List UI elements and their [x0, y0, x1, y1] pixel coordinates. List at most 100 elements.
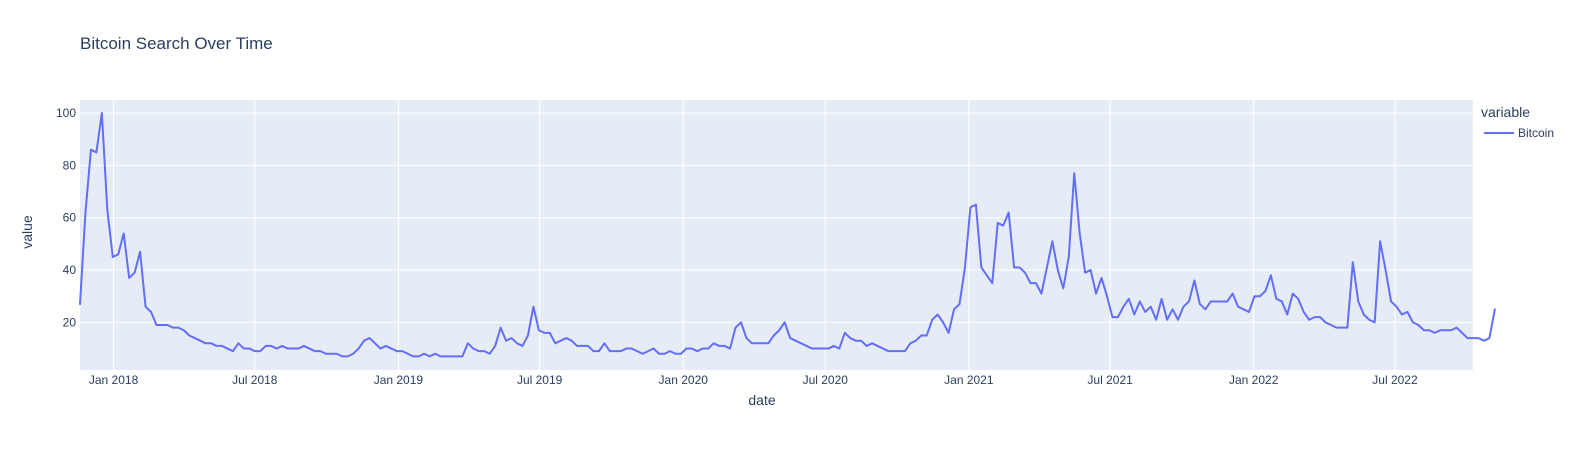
data-point[interactable] — [497, 324, 505, 332]
x-axis-title: date — [748, 392, 775, 408]
data-point[interactable] — [961, 263, 969, 271]
data-point[interactable] — [1349, 258, 1357, 266]
data-point[interactable] — [1354, 297, 1362, 305]
data-point[interactable] — [1021, 269, 1029, 277]
data-point[interactable] — [1158, 295, 1166, 303]
data-point[interactable] — [1098, 274, 1106, 282]
data-point[interactable] — [1485, 334, 1493, 342]
data-point[interactable] — [491, 342, 499, 350]
data-point[interactable] — [764, 339, 772, 347]
data-point[interactable] — [781, 318, 789, 326]
data-point[interactable] — [1125, 295, 1133, 303]
data-point[interactable] — [1300, 308, 1308, 316]
data-point[interactable] — [1005, 209, 1013, 217]
data-point[interactable] — [956, 300, 964, 308]
data-point[interactable] — [1371, 318, 1379, 326]
data-point[interactable] — [98, 109, 106, 117]
data-point[interactable] — [1043, 263, 1051, 271]
data-point[interactable] — [1114, 313, 1122, 321]
data-point[interactable] — [1343, 324, 1351, 332]
data-point[interactable] — [1376, 237, 1384, 245]
data-point[interactable] — [934, 311, 942, 319]
y-tick-label: 100 — [56, 106, 76, 120]
data-point[interactable] — [1130, 311, 1138, 319]
x-tick-label: Jul 2019 — [517, 373, 563, 387]
data-point[interactable] — [1223, 297, 1231, 305]
data-point[interactable] — [1119, 303, 1127, 311]
x-tick-label: Jan 2018 — [89, 373, 139, 387]
data-point[interactable] — [1087, 266, 1095, 274]
data-point[interactable] — [1190, 277, 1198, 285]
data-point[interactable] — [131, 269, 139, 277]
data-point[interactable] — [120, 229, 128, 237]
data-point[interactable] — [1152, 316, 1160, 324]
data-point[interactable] — [595, 347, 603, 355]
data-point[interactable] — [945, 329, 953, 337]
data-point[interactable] — [92, 148, 100, 156]
data-point[interactable] — [1245, 308, 1253, 316]
data-point[interactable] — [1054, 266, 1062, 274]
data-point[interactable] — [1163, 316, 1171, 324]
data-point[interactable] — [988, 279, 996, 287]
data-point[interactable] — [1169, 305, 1177, 313]
data-point[interactable] — [1267, 271, 1275, 279]
data-point[interactable] — [835, 345, 843, 353]
data-point[interactable] — [103, 206, 111, 214]
y-axis-title: value — [19, 215, 35, 249]
y-tick-labels: 20 40 60 80 100 — [56, 106, 76, 329]
data-point[interactable] — [1059, 284, 1067, 292]
data-point[interactable] — [486, 350, 494, 358]
data-point[interactable] — [1092, 290, 1100, 298]
series-line-bitcoin[interactable] — [79, 112, 1496, 358]
data-point[interactable] — [1065, 253, 1073, 261]
data-point[interactable] — [524, 331, 532, 339]
legend-item-bitcoin[interactable]: Bitcoin — [1484, 126, 1554, 140]
data-point[interactable] — [1147, 303, 1155, 311]
data-point[interactable] — [1283, 311, 1291, 319]
data-point[interactable] — [76, 300, 84, 308]
data-point[interactable] — [1032, 279, 1040, 287]
data-point[interactable] — [1174, 316, 1182, 324]
x-tick-label: Jul 2022 — [1372, 373, 1418, 387]
data-point[interactable] — [1229, 290, 1237, 298]
data-point[interactable] — [972, 201, 980, 209]
data-point[interactable] — [1076, 229, 1084, 237]
data-point[interactable] — [1278, 297, 1286, 305]
data-point[interactable] — [529, 303, 537, 311]
data-point[interactable] — [81, 209, 89, 217]
data-point[interactable] — [1403, 308, 1411, 316]
data-point[interactable] — [775, 326, 783, 334]
data-point[interactable] — [1136, 297, 1144, 305]
data-point[interactable] — [737, 318, 745, 326]
data-point[interactable] — [1048, 237, 1056, 245]
legend: variable Bitcoin — [1481, 104, 1554, 140]
data-point[interactable] — [229, 347, 237, 355]
data-point[interactable] — [901, 347, 909, 355]
data-point[interactable] — [136, 248, 144, 256]
x-tick-label: Jul 2020 — [803, 373, 849, 387]
data-point[interactable] — [1185, 297, 1193, 305]
data-point[interactable] — [923, 331, 931, 339]
data-point[interactable] — [355, 345, 363, 353]
x-tick-label: Jan 2021 — [944, 373, 994, 387]
data-point[interactable] — [1070, 169, 1078, 177]
data-point[interactable] — [458, 352, 466, 360]
data-point[interactable] — [983, 271, 991, 279]
data-point[interactable] — [147, 308, 155, 316]
data-point[interactable] — [977, 263, 985, 271]
data-point[interactable] — [1103, 292, 1111, 300]
data-point[interactable] — [939, 318, 947, 326]
data-point[interactable] — [999, 222, 1007, 230]
data-point[interactable] — [1201, 305, 1209, 313]
data-point[interactable] — [1491, 305, 1499, 313]
data-point[interactable] — [1393, 303, 1401, 311]
data-point[interactable] — [600, 339, 608, 347]
data-point[interactable] — [1261, 287, 1269, 295]
data-point[interactable] — [726, 345, 734, 353]
data-point[interactable] — [1382, 266, 1390, 274]
data-point[interactable] — [546, 329, 554, 337]
data-point[interactable] — [1037, 290, 1045, 298]
data-point[interactable] — [1294, 295, 1302, 303]
data-point[interactable] — [518, 342, 526, 350]
data-point[interactable] — [114, 250, 122, 258]
